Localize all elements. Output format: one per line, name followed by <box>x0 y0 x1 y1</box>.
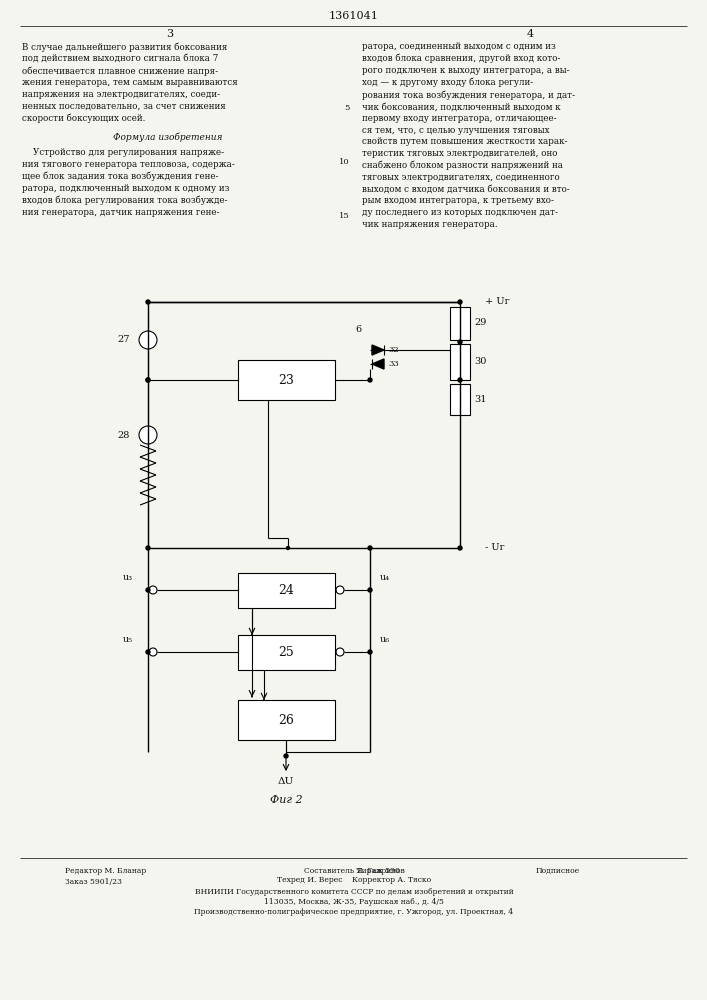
Text: 27: 27 <box>117 336 130 344</box>
Circle shape <box>286 546 289 550</box>
Text: 30: 30 <box>474 358 486 366</box>
Bar <box>238 573 335 608</box>
Circle shape <box>368 650 372 654</box>
Text: 1361041: 1361041 <box>329 11 379 21</box>
Bar <box>238 700 335 740</box>
Text: 23: 23 <box>279 373 294 386</box>
Text: Заказ 5901/23: Заказ 5901/23 <box>65 878 122 886</box>
Text: Устройство для регулирования напряже-
ния тягового генератора тепловоза, содержа: Устройство для регулирования напряже- ни… <box>22 148 235 217</box>
Text: 6: 6 <box>356 326 362 334</box>
Text: ΔU: ΔU <box>278 778 294 786</box>
Circle shape <box>149 648 157 656</box>
Bar <box>450 384 470 415</box>
Text: u₄: u₄ <box>380 574 390 582</box>
Circle shape <box>146 650 150 654</box>
Text: Формула изобретения: Формула изобретения <box>113 132 223 141</box>
Text: Техред И. Верес    Корректор А. Тяско: Техред И. Верес Корректор А. Тяско <box>277 876 431 884</box>
Circle shape <box>139 331 157 349</box>
Polygon shape <box>372 359 384 369</box>
Circle shape <box>146 378 150 382</box>
Text: 113035, Москва, Ж-35, Раушская наб., д. 4/5: 113035, Москва, Ж-35, Раушская наб., д. … <box>264 898 444 906</box>
Circle shape <box>368 588 372 592</box>
Text: u₆: u₆ <box>380 636 390 645</box>
Text: Составитель Я. Гаврилов: Составитель Я. Гаврилов <box>303 867 404 875</box>
Text: u₅: u₅ <box>123 636 133 645</box>
Circle shape <box>146 378 150 382</box>
Text: 5: 5 <box>344 104 350 112</box>
Bar <box>238 635 335 670</box>
Text: Тираж 590: Тираж 590 <box>308 867 399 875</box>
Text: Фиг 2: Фиг 2 <box>269 795 303 805</box>
Bar <box>450 344 470 380</box>
Circle shape <box>458 340 462 344</box>
Circle shape <box>146 546 150 550</box>
Circle shape <box>146 588 150 592</box>
Circle shape <box>458 546 462 550</box>
Circle shape <box>458 378 462 382</box>
Circle shape <box>368 378 372 382</box>
Text: Производственно-полиграфическое предприятие, г. Ужгород, ул. Проектная, 4: Производственно-полиграфическое предприя… <box>194 908 513 916</box>
Text: 28: 28 <box>117 430 130 440</box>
Text: 32: 32 <box>388 346 399 354</box>
Circle shape <box>146 300 150 304</box>
Circle shape <box>336 648 344 656</box>
Text: - Uг: - Uг <box>485 544 505 552</box>
Text: 10: 10 <box>339 158 350 166</box>
Text: ВНИИПИ Государственного комитета СССР по делам изобретений и открытий: ВНИИПИ Государственного комитета СССР по… <box>194 888 513 896</box>
Text: u₃: u₃ <box>123 574 133 582</box>
Circle shape <box>149 586 157 594</box>
Text: 25: 25 <box>279 646 294 658</box>
Text: В случае дальнейшего развития боксования
под действием выходного сигнала блока 7: В случае дальнейшего развития боксования… <box>22 42 238 123</box>
Bar <box>450 307 470 340</box>
Text: + Uг: + Uг <box>485 298 510 306</box>
Text: ратора, соединенный выходом с одним из
входов блока сравнения, другой вход кото-: ратора, соединенный выходом с одним из в… <box>362 42 575 229</box>
Circle shape <box>284 754 288 758</box>
Text: 33: 33 <box>388 360 399 368</box>
Text: 29: 29 <box>474 318 486 327</box>
Circle shape <box>336 586 344 594</box>
Circle shape <box>458 300 462 304</box>
Polygon shape <box>372 345 384 355</box>
Text: 26: 26 <box>279 714 294 726</box>
Text: 31: 31 <box>474 395 486 404</box>
Text: 24: 24 <box>279 584 294 596</box>
Circle shape <box>368 546 372 550</box>
Text: Редактор М. Бланар: Редактор М. Бланар <box>65 867 146 875</box>
Text: 4: 4 <box>527 29 534 39</box>
Circle shape <box>139 426 157 444</box>
Bar <box>238 360 335 400</box>
Text: 15: 15 <box>339 212 350 220</box>
Text: 3: 3 <box>166 29 173 39</box>
Text: Подписное: Подписное <box>536 867 580 875</box>
